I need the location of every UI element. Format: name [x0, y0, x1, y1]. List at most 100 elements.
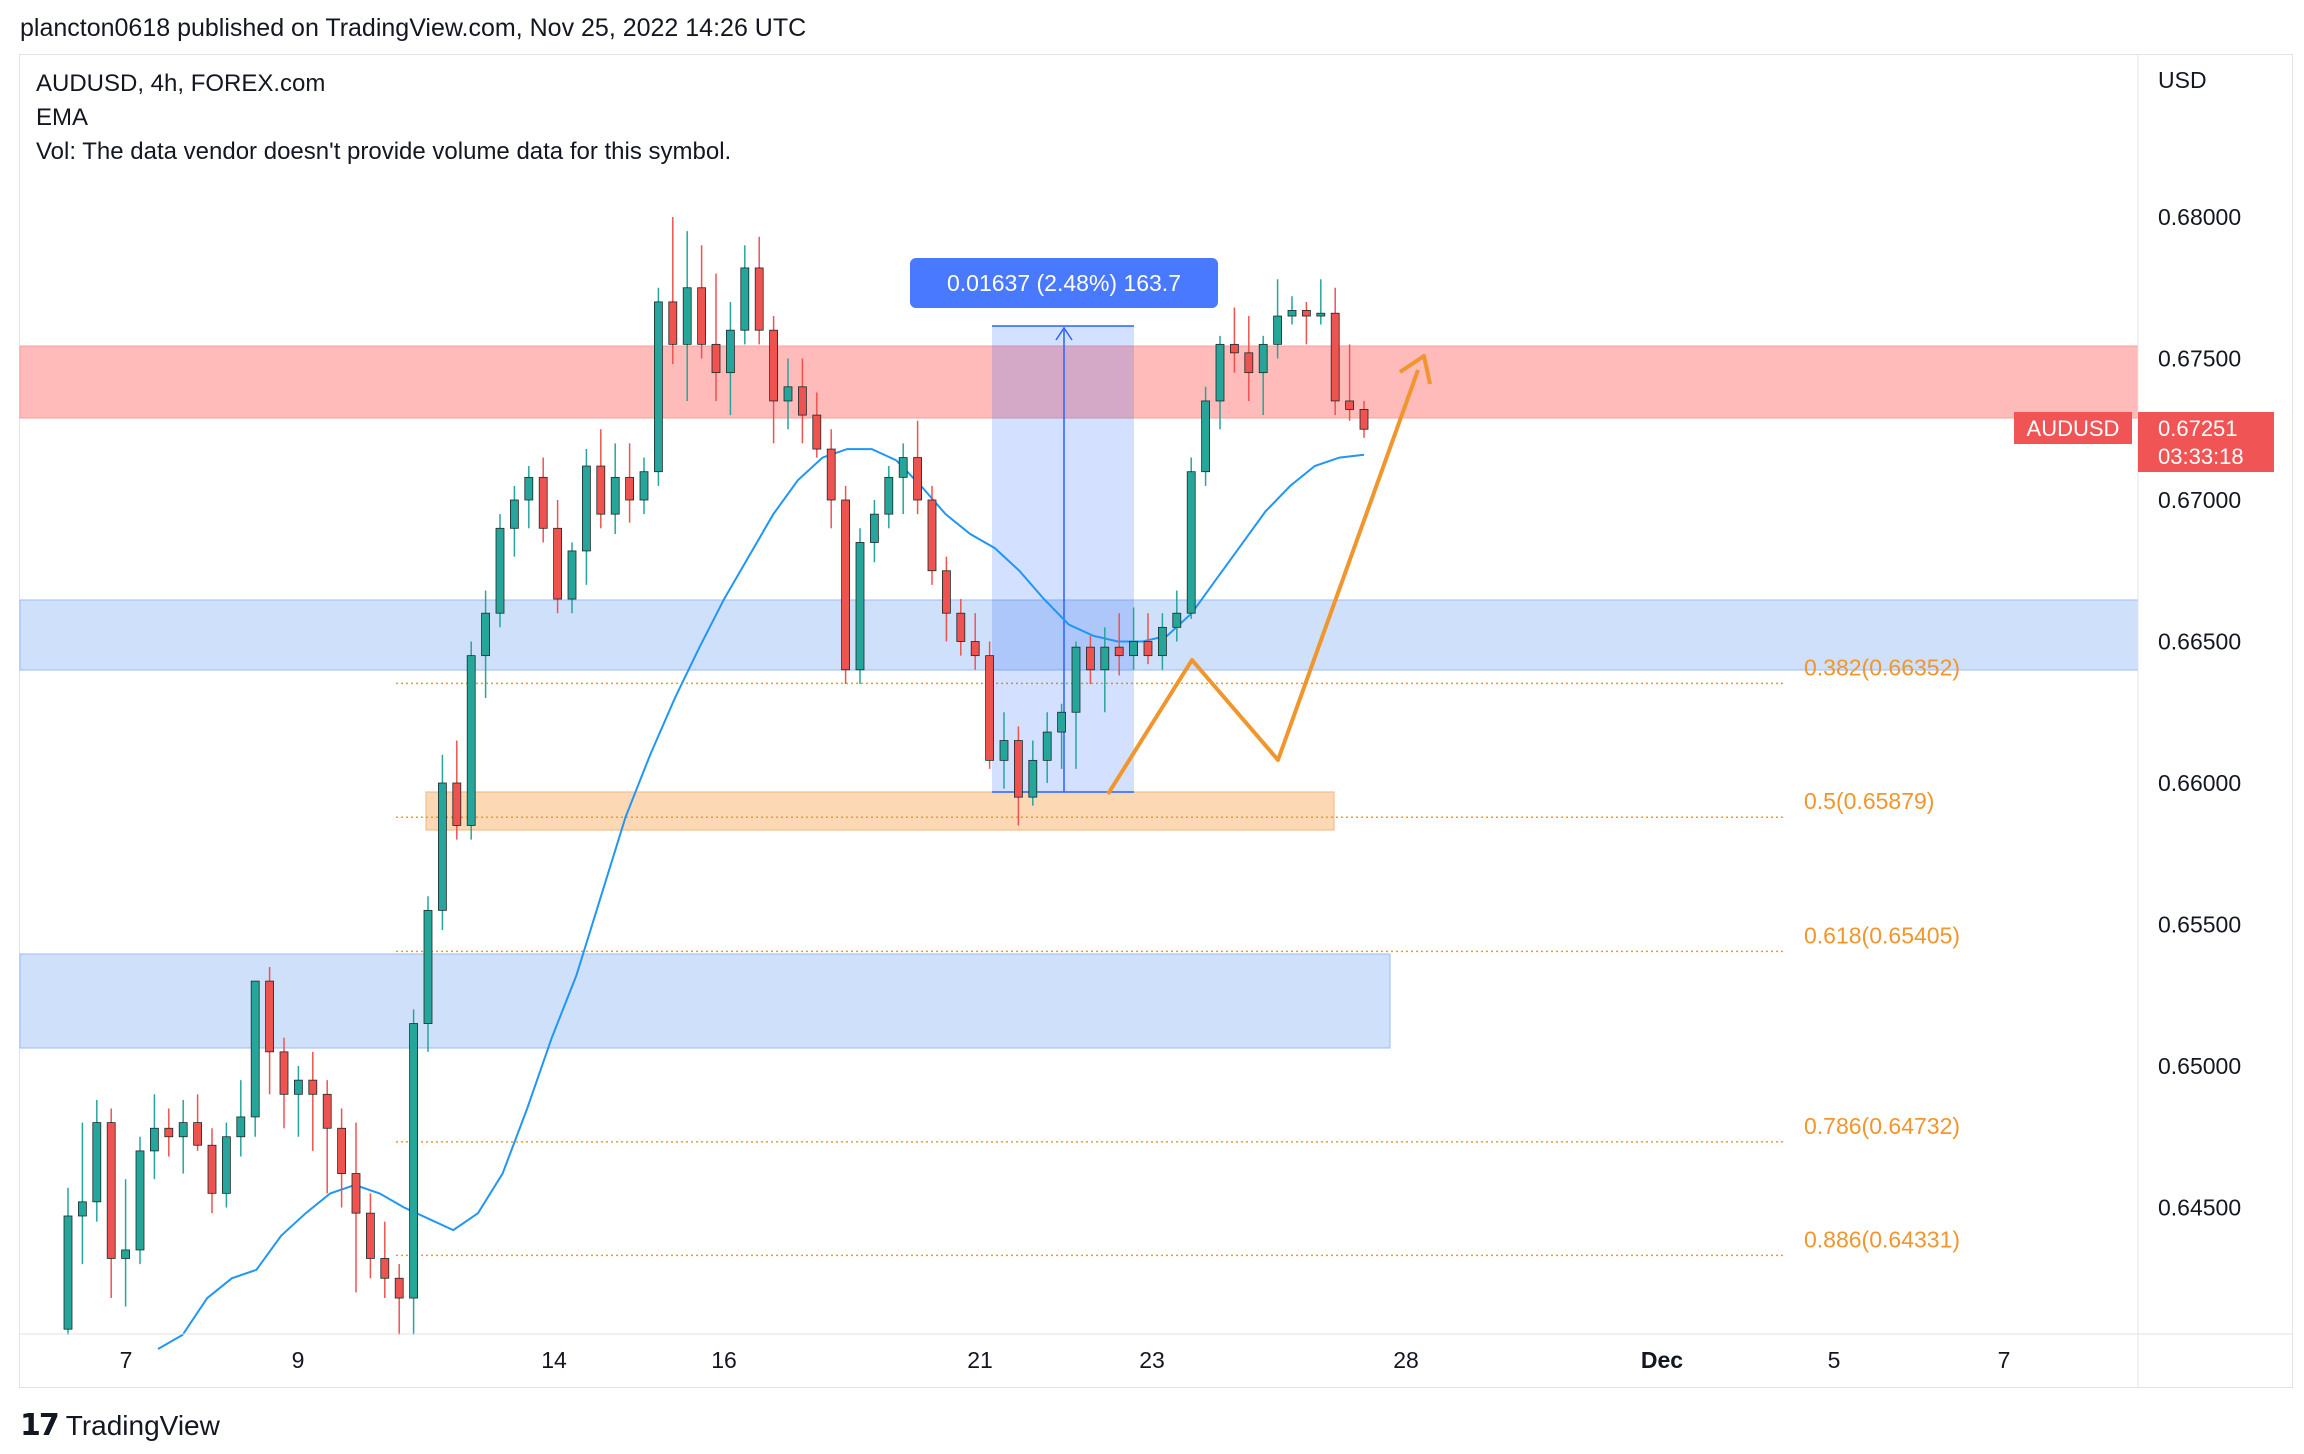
- candle-body: [466, 655, 476, 826]
- candle-body: [1345, 400, 1354, 410]
- price-tick-label: 0.67000: [2158, 487, 2241, 513]
- tradingview-logo-icon: 𝟭𝟳: [20, 1409, 60, 1442]
- candle-body: [1071, 646, 1081, 713]
- projection-arrowhead: [1398, 354, 1432, 385]
- last-price-tag-bg: [2138, 412, 2274, 472]
- candle-body: [1014, 740, 1023, 798]
- candle-body: [1186, 471, 1196, 614]
- candle-body: [927, 499, 937, 572]
- price-tick-label: 0.65500: [2158, 912, 2241, 938]
- zones: [19, 345, 2139, 1049]
- symbol-tag-bg: [2014, 412, 2132, 444]
- legend-symbol[interactable]: AUDUSD, 4h, FOREX.com: [36, 70, 326, 97]
- support-zone-lower[interactable]: [19, 953, 1391, 1049]
- candle-body: [337, 1127, 347, 1174]
- measure-label: 0.01637 (2.48%) 163.7: [947, 270, 1181, 296]
- candle-body: [135, 1150, 145, 1251]
- candle-body: [481, 612, 491, 657]
- candle-body: [452, 782, 462, 826]
- candle-body: [308, 1079, 318, 1095]
- candle-body: [221, 1136, 231, 1194]
- price-tick-label: 0.66000: [2158, 770, 2241, 796]
- symbol-tag: AUDUSD: [2027, 416, 2120, 441]
- candle-body: [798, 386, 807, 416]
- time-axis[interactable]: 7 9 14 16 21 23 28 Dec 5 7: [120, 1347, 2011, 1373]
- fib-level-label: 0.786(0.64732): [1804, 1113, 1960, 1139]
- measure-tool[interactable]: 0.01637 (2.48%) 163.7: [910, 258, 1218, 793]
- candle-body: [322, 1093, 332, 1129]
- candle-body: [1215, 343, 1225, 402]
- candle-body: [1143, 641, 1153, 657]
- candle-body: [1114, 646, 1124, 657]
- fib-level-label: 0.618(0.65405): [1804, 922, 1960, 948]
- time-tick-label: Dec: [1641, 1347, 1683, 1373]
- candle-body: [754, 267, 764, 331]
- candle-body: [1302, 309, 1311, 317]
- candle-body: [1244, 352, 1254, 374]
- candle-body: [639, 471, 649, 501]
- candle-body: [1359, 409, 1369, 430]
- time-tick-label: 16: [711, 1347, 737, 1373]
- fib-zone[interactable]: [425, 791, 1335, 831]
- candle-body: [524, 476, 534, 501]
- ema-line[interactable]: [157, 448, 1365, 1350]
- candle-body: [63, 1215, 73, 1330]
- candle-body: [726, 329, 735, 374]
- price-tick-label: 0.64500: [2158, 1195, 2241, 1221]
- price-tick-label: 0.65000: [2158, 1053, 2241, 1079]
- time-tick-label: 9: [292, 1347, 305, 1373]
- candle-body: [149, 1127, 159, 1152]
- resistance-zone[interactable]: [19, 345, 2139, 419]
- candle-body: [654, 301, 663, 473]
- candle-body: [265, 980, 275, 1053]
- candle-body: [1100, 646, 1110, 671]
- fib-level-label: 0.382(0.66352): [1804, 654, 1960, 680]
- candle-body: [697, 287, 706, 345]
- candle-body: [509, 499, 519, 529]
- candle-body: [351, 1173, 361, 1214]
- tradingview-brand: TradingView: [65, 1409, 220, 1441]
- candle-body: [913, 457, 922, 501]
- tradingview-logo[interactable]: 𝟭𝟳 TradingView: [20, 1408, 220, 1443]
- candle-body: [826, 448, 836, 501]
- legend-ema[interactable]: EMA: [36, 104, 89, 131]
- candle-body: [1230, 343, 1239, 354]
- fib-level-label: 0.5(0.65879): [1804, 788, 1934, 814]
- candle-body: [1330, 312, 1340, 402]
- measure-label-bg: [910, 258, 1218, 308]
- candle-body: [1028, 759, 1038, 798]
- legend-volume: Vol: The data vendor doesn't provide vol…: [36, 138, 732, 165]
- candle-body: [1273, 315, 1282, 345]
- projection-arrow[interactable]: [1106, 354, 1432, 796]
- candle-body: [1042, 731, 1052, 761]
- candle-body: [812, 414, 822, 450]
- candle-body: [380, 1258, 390, 1279]
- time-tick-label: 7: [1998, 1347, 2011, 1373]
- candle-body: [553, 527, 562, 600]
- fib-level-label: 0.886(0.64331): [1804, 1226, 1960, 1252]
- candle-body: [1057, 711, 1066, 733]
- candle-body: [668, 301, 678, 345]
- publish-info: plancton0618 published on TradingView.co…: [20, 14, 807, 42]
- candle-body: [1086, 646, 1095, 671]
- fib-retracement[interactable]: 0.382(0.66352) 0.5(0.65879) 0.618(0.65405)…: [396, 654, 1960, 1257]
- last-price-marker[interactable]: AUDUSD 0.67251 03:33:18: [1370, 412, 2274, 472]
- time-tick-label: 7: [120, 1347, 133, 1373]
- candle-body: [841, 499, 850, 671]
- candle-body: [193, 1122, 203, 1146]
- time-tick-label: 21: [967, 1347, 993, 1373]
- candle-body: [1129, 641, 1138, 657]
- price-axis[interactable]: 0.68000 0.67500 0.67000 0.66500 0.66000 0.655…: [2158, 204, 2241, 1221]
- candle-body: [1316, 312, 1326, 317]
- candle-body: [610, 476, 620, 515]
- price-tick-label: 0.68000: [2158, 204, 2241, 230]
- candle-body: [999, 740, 1009, 761]
- candle-body: [365, 1212, 375, 1259]
- candle-body: [596, 465, 606, 515]
- time-tick-label: 23: [1139, 1347, 1165, 1373]
- candle-body: [970, 641, 980, 657]
- candle-body: [942, 570, 951, 614]
- candle-body: [538, 476, 548, 529]
- last-price-value: 0.67251: [2158, 416, 2238, 441]
